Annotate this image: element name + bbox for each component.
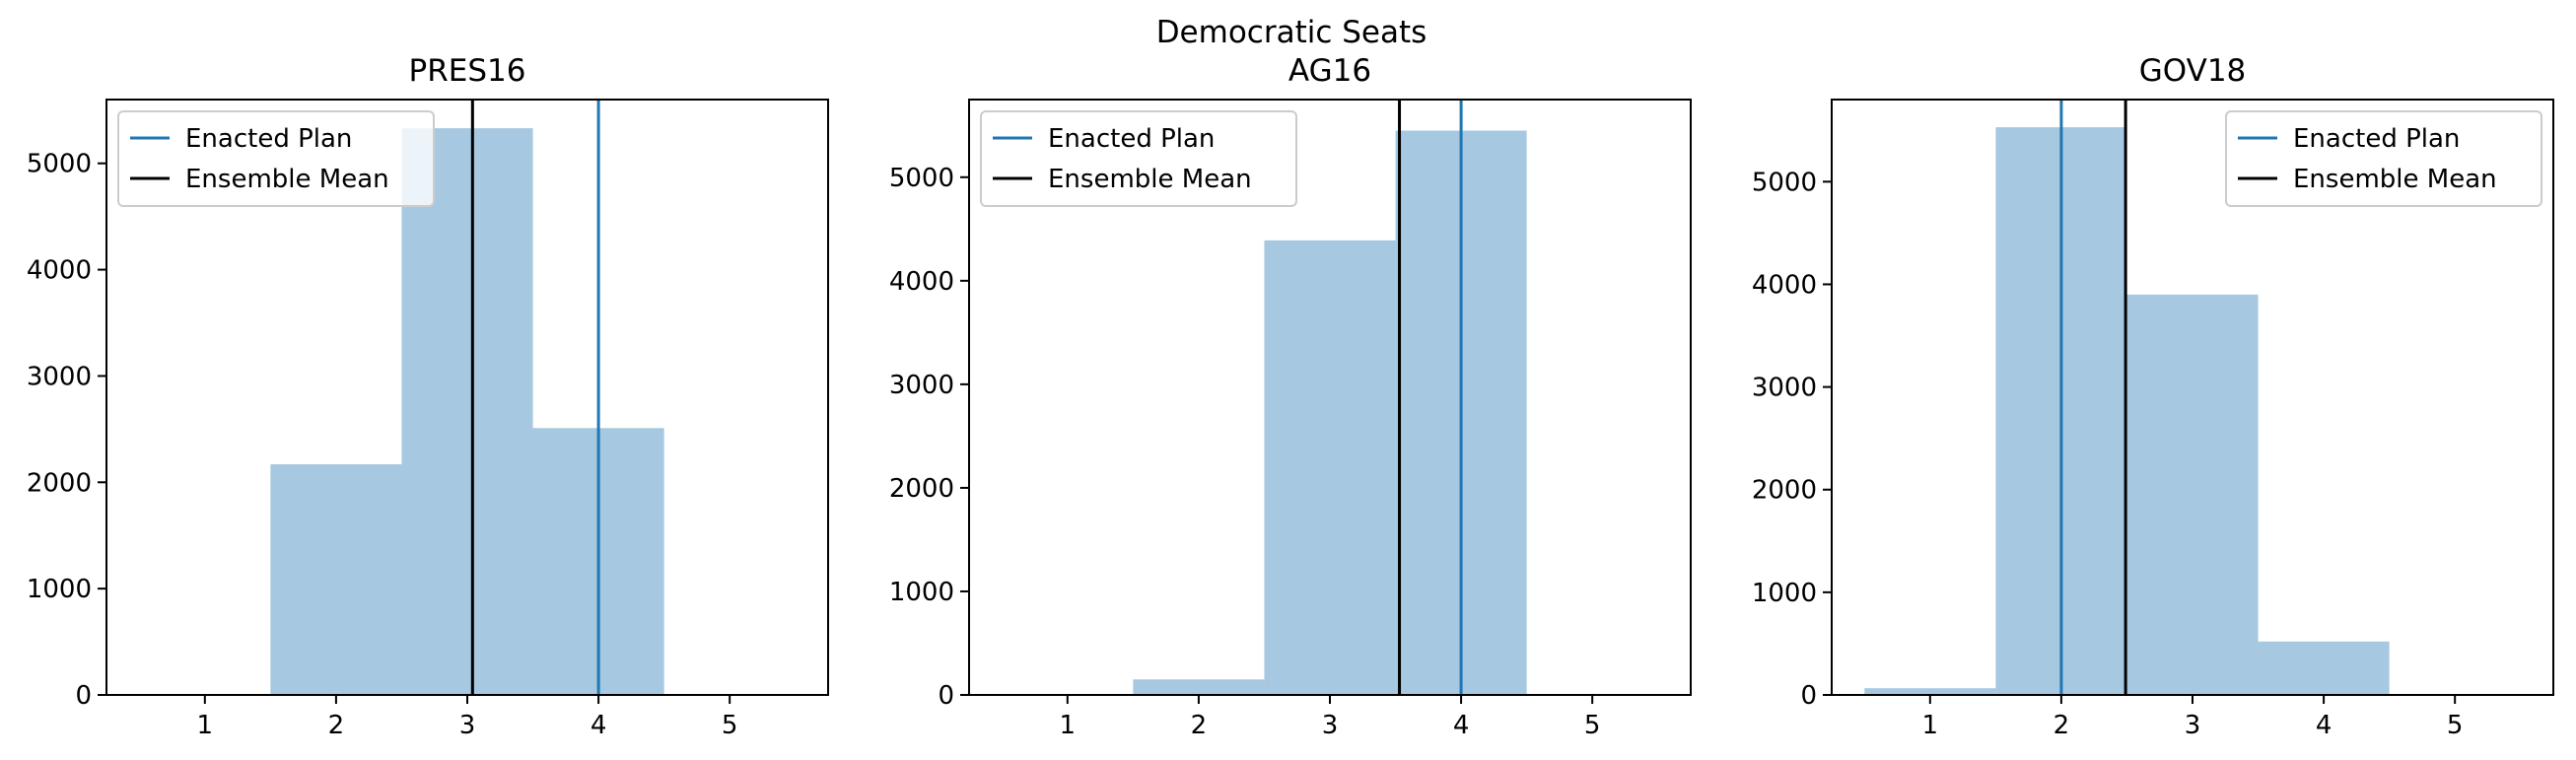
panel-1-xtick-label-2: 2	[1191, 711, 1208, 740]
panel-2-xtick-label-1: 1	[1922, 711, 1939, 740]
panel-2-legend-mean-label: Ensemble Mean	[2293, 165, 2497, 194]
panel-0-ytick-label-0: 0	[75, 681, 92, 711]
panel-2-ytick-label-3000: 3000	[1752, 374, 1817, 403]
panel-2-ytick-label-1000: 1000	[1752, 579, 1817, 608]
panel-2-ytick-label-5000: 5000	[1752, 168, 1817, 197]
panel-0-xtick-label-4: 4	[591, 711, 607, 740]
panel-1-legend-mean-label: Ensemble Mean	[1048, 165, 1252, 194]
panel-2-xtick-label-4: 4	[2316, 711, 2332, 740]
panel-2-bar-4	[2259, 642, 2390, 695]
panel-2-legend: Enacted Plan Ensemble Mean	[2226, 111, 2541, 206]
panel-2-ytick-label-4000: 4000	[1752, 270, 1817, 300]
panel-0-legend-mean-label: Ensemble Mean	[185, 165, 389, 194]
panel-2-bar-3	[2126, 295, 2258, 695]
figure-suptitle: Democratic Seats	[1156, 15, 1427, 50]
panel-1-ytick-label-5000: 5000	[889, 164, 954, 193]
panel-0-xtick-label-5: 5	[722, 711, 738, 740]
panel-2-legend-enacted-label: Enacted Plan	[2293, 124, 2460, 154]
panel-2-title: GOV18	[2139, 53, 2247, 89]
panel-0-xtick-label-2: 2	[328, 711, 345, 740]
panel-2-ytick-label-2000: 2000	[1752, 476, 1817, 506]
panel-1-xtick-label-3: 3	[1322, 711, 1339, 740]
panel-1-xtick-label-4: 4	[1453, 711, 1470, 740]
panel-0-ytick-label-2000: 2000	[27, 468, 92, 498]
panel-1-ytick-label-4000: 4000	[889, 267, 954, 297]
panel-1-legend: Enacted Plan Ensemble Mean	[981, 111, 1296, 206]
panel-0-bar-3	[401, 128, 532, 695]
panel-2-ytick-label-0: 0	[1800, 681, 1817, 711]
panel-2-xtick-label-5: 5	[2447, 711, 2464, 740]
panel-1-ytick-label-0: 0	[938, 681, 954, 711]
panel-0-xtick-label-1: 1	[197, 711, 214, 740]
panel-2-xtick-label-3: 3	[2185, 711, 2201, 740]
panel-1-ytick-label-1000: 1000	[889, 578, 954, 607]
panel-1-bar-3	[1264, 241, 1395, 695]
panel-0-ytick-label-4000: 4000	[27, 256, 92, 286]
panel-1-xtick-label-1: 1	[1060, 711, 1077, 740]
panel-1-ytick-label-3000: 3000	[889, 371, 954, 400]
panel-0-legend-enacted-label: Enacted Plan	[185, 124, 352, 154]
panel-0-ytick-label-3000: 3000	[27, 362, 92, 391]
panel-0-legend: Enacted Plan Ensemble Mean	[118, 111, 434, 206]
panel-2-xtick-label-2: 2	[2054, 711, 2070, 740]
panel-0-ytick-label-5000: 5000	[27, 150, 92, 179]
panel-1-bar-2	[1133, 679, 1264, 695]
panel-1-xtick-label-5: 5	[1584, 711, 1601, 740]
panel-1-title: AG16	[1288, 53, 1371, 89]
panel-2-bar-1	[1864, 688, 1995, 695]
panel-0-xtick-label-3: 3	[459, 711, 476, 740]
panel-0-title: PRES16	[409, 53, 526, 89]
panel-1-legend-enacted-label: Enacted Plan	[1048, 124, 1215, 154]
panel-0-bar-2	[270, 464, 401, 695]
panel-1-ytick-label-2000: 2000	[889, 474, 954, 504]
panel-0-ytick-label-1000: 1000	[27, 575, 92, 604]
